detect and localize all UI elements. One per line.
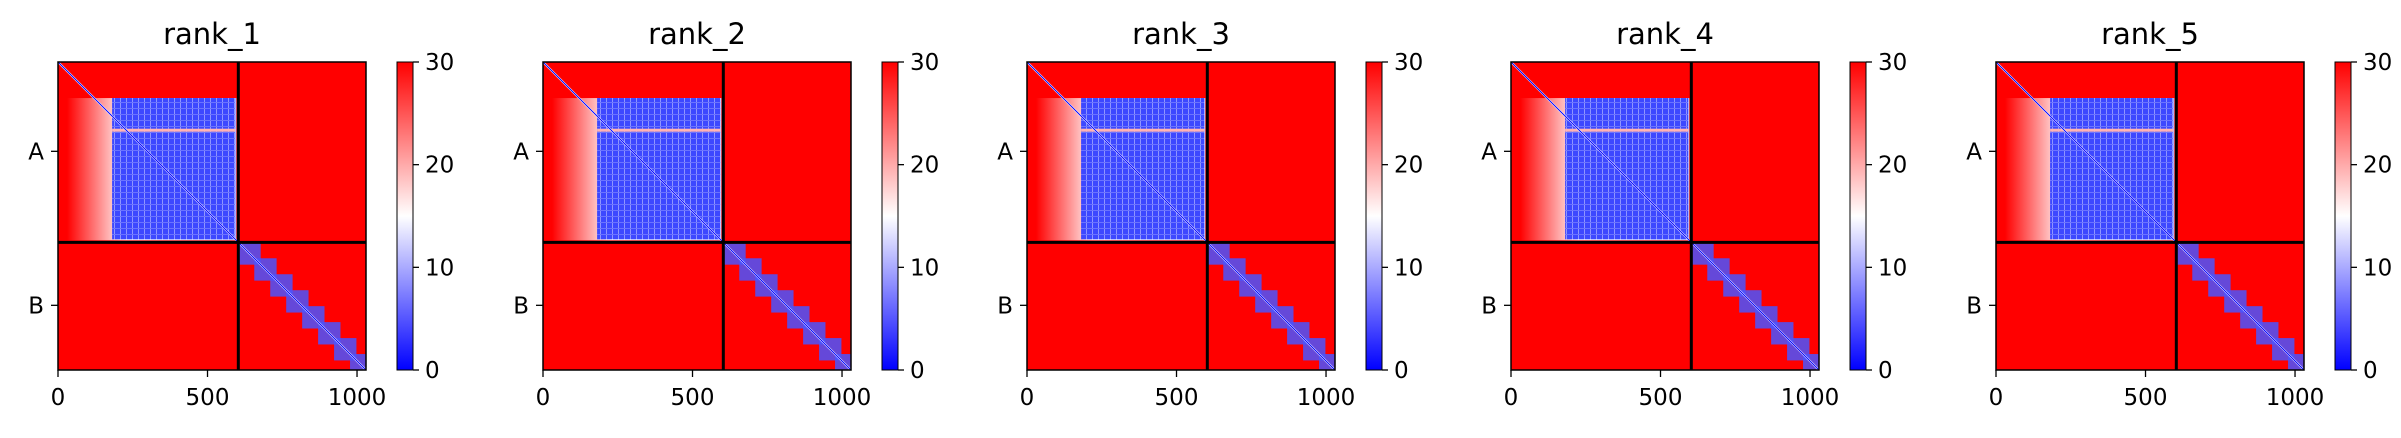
axes-frame (57, 61, 367, 371)
colorbar (881, 61, 899, 371)
heatmap-panel-3: rank_3 0 500 1000 A B 0 10 20 30 (997, 17, 1423, 411)
y-tick-label: B (1966, 293, 1982, 319)
colorbar-tick-label: 30 (1394, 50, 1423, 76)
colorbar (2334, 61, 2352, 371)
panel-title: rank_2 (648, 17, 746, 51)
x-tick-label: 500 (186, 385, 230, 411)
x-tick-label: 500 (1639, 385, 1683, 411)
colorbar-tick-label: 20 (425, 153, 454, 179)
panel-title: rank_4 (1616, 17, 1714, 51)
axes-frame (542, 61, 852, 371)
y-tick-label: A (28, 139, 44, 165)
x-tick-label: 500 (671, 385, 715, 411)
colorbar (1365, 61, 1383, 371)
colorbar-tick-label: 20 (1878, 153, 1907, 179)
diagonal-core (542, 61, 852, 371)
colorbar-tick-label: 0 (1878, 358, 1893, 384)
chain-a-band (1565, 128, 1689, 132)
y-tick-label: A (997, 139, 1013, 165)
heatmap-panel-1: rank_1 0 500 1000 A B 0 10 20 30 (28, 17, 454, 411)
colorbar-tick-label: 30 (910, 50, 939, 76)
chain-a-low-error-block (597, 98, 721, 240)
heatmap-panel-2: rank_2 0 500 1000 A B 0 10 20 30 (513, 17, 939, 411)
x-tick-label: 500 (2124, 385, 2168, 411)
x-tick-label: 1000 (1781, 385, 1840, 411)
y-tick-label: A (1966, 139, 1982, 165)
y-tick-label: B (997, 293, 1013, 319)
colorbar-tick-label: 10 (1394, 255, 1423, 281)
diagonal-core (1510, 61, 1820, 371)
x-tick-label: 1000 (328, 385, 387, 411)
axes-frame (1995, 61, 2305, 371)
chain-a-band (2050, 128, 2174, 132)
colorbar-tick-label: 10 (425, 255, 454, 281)
y-tick-label: B (513, 293, 529, 319)
colorbar-tick-label: 20 (910, 153, 939, 179)
diagonal-core (1995, 61, 2305, 371)
x-tick-label: 0 (536, 385, 551, 411)
diagonal-core (1026, 61, 1336, 371)
diagonal-core (57, 61, 367, 371)
x-tick-label: 0 (1989, 385, 2004, 411)
chain-a-band (112, 128, 236, 132)
chain-a-low-error-block (112, 98, 236, 240)
heatmap-panel-4: rank_4 0 500 1000 A B 0 10 20 30 (1481, 17, 1907, 411)
axes-frame (1510, 61, 1820, 371)
x-tick-label: 1000 (2266, 385, 2325, 411)
panel-title: rank_5 (2101, 17, 2199, 51)
colorbar-tick-label: 0 (425, 358, 440, 384)
x-tick-label: 1000 (813, 385, 872, 411)
colorbar-tick-label: 30 (2363, 50, 2392, 76)
y-tick-label: B (1481, 293, 1497, 319)
panel-title: rank_1 (163, 17, 261, 51)
colorbar-tick-label: 30 (1878, 50, 1907, 76)
colorbar (396, 61, 414, 371)
colorbar-tick-label: 0 (2363, 358, 2378, 384)
panel-title: rank_3 (1132, 17, 1230, 51)
x-tick-label: 0 (1504, 385, 1519, 411)
colorbar-tick-label: 10 (1878, 255, 1907, 281)
axes-frame (1026, 61, 1336, 371)
colorbar-tick-label: 10 (2363, 255, 2392, 281)
chain-a-low-error-block (1565, 98, 1689, 240)
y-tick-label: A (1481, 139, 1497, 165)
x-tick-label: 1000 (1297, 385, 1356, 411)
x-tick-label: 500 (1155, 385, 1199, 411)
colorbar-tick-label: 20 (2363, 153, 2392, 179)
heatmap-panel-5: rank_5 0 500 1000 A B 0 10 20 30 (1966, 17, 2392, 411)
colorbar (1849, 61, 1867, 371)
chain-a-low-error-block (2050, 98, 2174, 240)
y-tick-label: A (513, 139, 529, 165)
y-tick-label: B (28, 293, 44, 319)
colorbar-tick-label: 10 (910, 255, 939, 281)
x-tick-label: 0 (1020, 385, 1035, 411)
chain-a-band (597, 128, 721, 132)
colorbar-tick-label: 0 (1394, 358, 1409, 384)
colorbar-tick-label: 0 (910, 358, 925, 384)
colorbar-tick-label: 30 (425, 50, 454, 76)
colorbar-tick-label: 20 (1394, 153, 1423, 179)
x-tick-label: 0 (51, 385, 66, 411)
chain-a-band (1081, 128, 1205, 132)
chain-a-low-error-block (1081, 98, 1205, 240)
